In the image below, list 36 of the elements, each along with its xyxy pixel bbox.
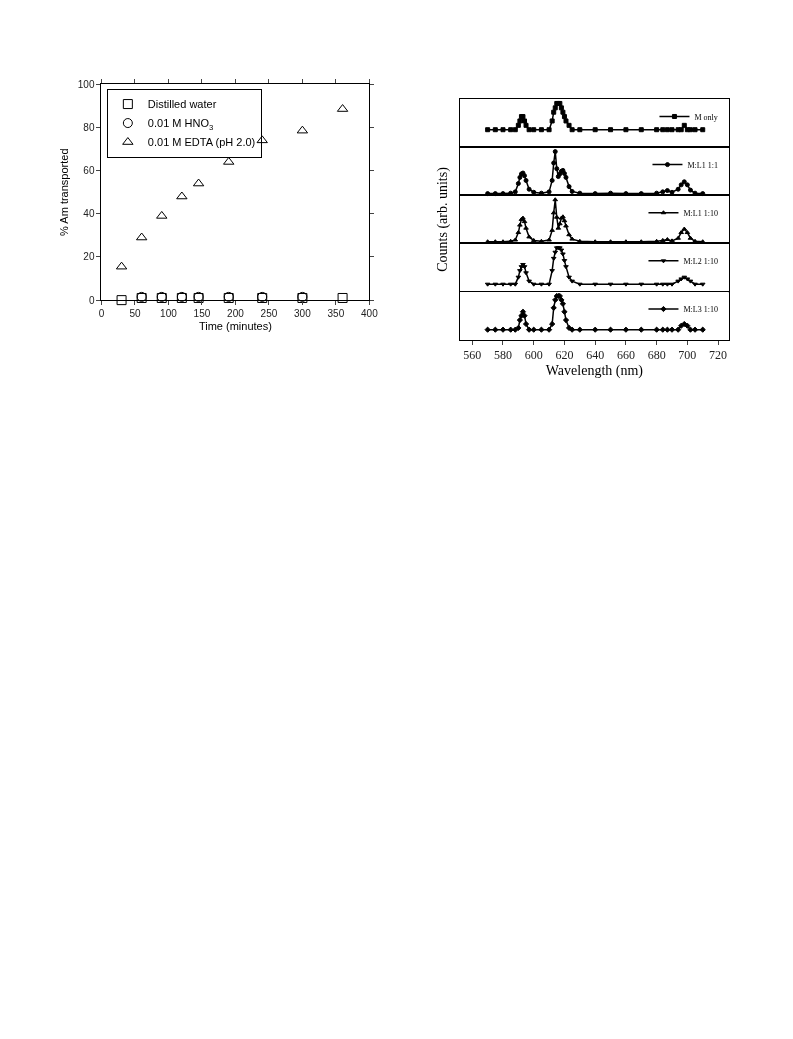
x-tick-label: 700	[678, 348, 697, 363]
y-tick-label: 20	[83, 251, 95, 263]
x-tick-label: 300	[294, 308, 312, 320]
y-axis-title: % Am transported	[58, 148, 71, 236]
x-tick-label: 150	[193, 308, 211, 320]
x-axis-title: Wavelength (nm)	[545, 363, 644, 380]
x-tick-label: 50	[129, 308, 141, 320]
y-axis-title: Counts (arb. units)	[434, 166, 451, 272]
x-tick-label: 580	[494, 348, 512, 363]
x-tick-label: 560	[463, 348, 482, 363]
x-tick-label: 660	[616, 348, 635, 363]
x-tick-label: 720	[709, 348, 728, 363]
legend-label: M:L3 1:10	[683, 305, 718, 315]
x-tick-label: 620	[555, 348, 574, 363]
y-tick-label: 80	[83, 121, 95, 133]
legend-label: M:L2 1:10	[683, 256, 718, 266]
x-tick-label: 400	[361, 308, 379, 320]
x-tick-label: 600	[524, 348, 543, 363]
legend-label: M:L1 1:10	[683, 208, 718, 218]
y-tick-label: 60	[83, 165, 95, 177]
x-tick-label: 0	[98, 308, 105, 320]
y-tick-label: 0	[88, 294, 95, 306]
x-axis-title: Time (minutes)	[198, 320, 272, 333]
y-tick-label: 100	[77, 78, 95, 90]
x-tick-label: 350	[327, 308, 345, 320]
x-tick-label: 640	[586, 348, 605, 363]
x-tick-label: 680	[647, 348, 666, 363]
legend-label: M only	[694, 112, 718, 122]
legend-label: 0.01 M HNO$_{3}$	[147, 117, 214, 132]
x-tick-label: 200	[227, 308, 245, 320]
y-tick-label: 40	[83, 208, 95, 220]
legend-label: M:L1 1:1	[687, 160, 718, 170]
x-tick-label: 250	[260, 308, 278, 320]
x-tick-label: 100	[160, 308, 178, 320]
legend-label: 0.01 M EDTA (pH 2.0)	[147, 136, 256, 149]
legend-label: Distilled water	[147, 98, 217, 111]
